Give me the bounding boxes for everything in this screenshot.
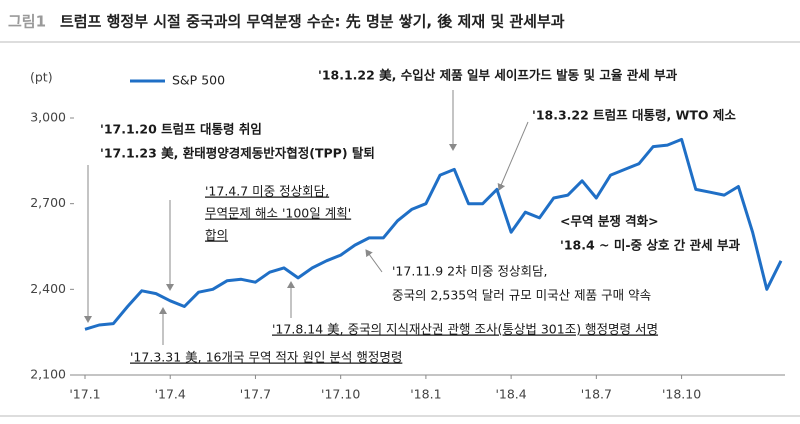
x-tick-label: '18.7 — [581, 387, 612, 402]
annotation: 중국의 2,535억 달러 규모 미국산 제품 구매 약속 — [392, 288, 651, 303]
annotation: 합의 — [205, 228, 228, 243]
y-tick-label: 2,400 — [30, 281, 66, 296]
chart-title: 트럼프 행정부 시절 중국과의 무역분쟁 수순: 先 명분 쌓기, 後 제재 및… — [60, 13, 565, 31]
annotation: '18.4 ~ 미-중 상호 간 관세 부과 — [560, 238, 740, 253]
annotation: '17.4.7 미중 정상회담, — [205, 184, 329, 199]
annotation: '17.1.23 美, 환태평양경제동반자협정(TPP) 탈퇴 — [100, 146, 375, 161]
annotation: '17.8.14 美, 중국의 지식재산권 관행 조사(통상법 301조) 행정… — [272, 322, 658, 337]
x-tick-label: '18.4 — [495, 387, 526, 402]
annotation: <무역 분쟁 격화> — [560, 214, 659, 229]
annotation: '18.3.22 트럼프 대통령, WTO 제소 — [532, 108, 736, 123]
series-line — [84, 137, 783, 331]
y-axis-label: (pt) — [30, 70, 53, 85]
annotation: '17.3.31 美, 16개국 무역 적자 원인 분석 행정명령 — [130, 350, 402, 365]
annotation: '18.1.22 美, 수입산 제품 일부 세이프가드 발동 및 고율 관세 부… — [318, 68, 678, 83]
x-tick-label: '17.7 — [240, 387, 271, 402]
x-tick-label: '17.10 — [321, 387, 360, 402]
y-tick-label: 2,100 — [30, 367, 66, 382]
annotation: '17.11.9 2차 미중 정상회담, — [392, 264, 548, 279]
figure-label: 그림1 — [8, 13, 46, 31]
x-tick-label: '17.1 — [69, 387, 100, 402]
annotation: '17.1.20 트럼프 대통령 취임 — [100, 122, 262, 137]
x-tick-label: '17.4 — [155, 387, 186, 402]
x-tick-label: '18.10 — [662, 387, 701, 402]
arrows — [84, 90, 529, 345]
y-tick-label: 3,000 — [30, 110, 66, 125]
x-tick-label: '18.1 — [410, 387, 441, 402]
y-tick-label: 2,700 — [30, 195, 66, 210]
legend-label: S&P 500 — [172, 73, 225, 88]
annotation: 무역문제 해소 '100일 계획' — [205, 206, 351, 221]
